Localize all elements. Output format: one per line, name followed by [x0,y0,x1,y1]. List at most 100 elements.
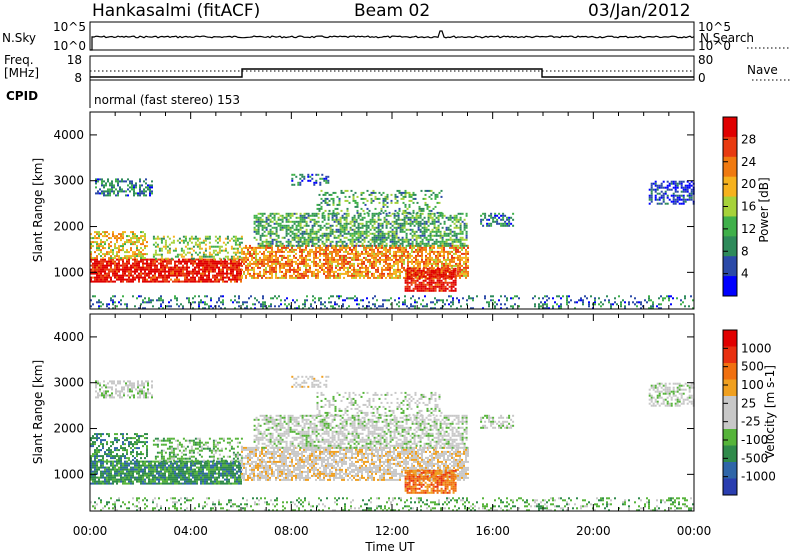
echo-cell [128,268,130,271]
echo-cell [104,260,106,263]
echo-cell [325,260,327,263]
echo-cell [414,287,417,290]
echo-cell [319,183,322,186]
echo-cell [238,245,241,248]
echo-cell [146,260,148,263]
echo-cell [309,232,312,235]
echo-cell [379,258,381,261]
echo-cell [313,264,315,267]
echo-cell [333,214,336,217]
echo-cell [122,260,124,263]
echo-cell [325,181,328,184]
echo-cell [504,295,506,298]
echo-cell [440,283,443,286]
echo-cell [138,278,140,281]
echo-cell [238,258,240,261]
echo-cell [439,242,442,245]
echo-cell [382,203,385,206]
echo-cell [301,179,304,182]
echo-cell [455,262,457,265]
echo-cell [348,305,350,308]
echo-cell [315,268,317,271]
echo-cell [261,234,264,237]
echo-cell [309,254,311,257]
echo-cell [283,246,285,249]
echo-cell [395,242,398,245]
echo-cell [342,303,344,306]
echo-cell [443,262,445,265]
echo-cell [107,194,109,197]
echo-cell [246,305,248,308]
echo-cell [498,212,501,215]
echo-cell [241,264,243,267]
echo-cell [224,247,227,250]
echo-cell [269,264,271,267]
echo-cell [321,234,324,237]
echo-cell [512,297,514,300]
echo-cell [662,200,665,203]
echo-cell [204,253,207,256]
echo-cell [340,295,342,298]
echo-cell [412,197,415,200]
echo-cell [427,242,430,245]
echo-cell [580,297,582,300]
echo-cell [245,246,247,249]
cpid-mode: normal (fast stereo) 153 [94,93,240,107]
echo-cell [234,295,236,298]
echo-cell [253,256,255,259]
echo-cell [289,226,292,229]
echo-cell [448,277,451,280]
echo-cell [670,180,673,183]
echo-cell [148,276,150,279]
echo-cell [429,260,431,263]
echo-cell [439,246,441,249]
echo-cell [454,283,457,286]
echo-cell [403,266,405,269]
echo-cell [353,222,356,225]
echo-cell [423,242,426,245]
echo-cell [164,270,166,273]
echo-cell [373,236,376,239]
echo-cell [347,230,350,233]
echo-cell [109,184,111,187]
echo-cell [314,297,316,300]
echo-cell [387,256,389,259]
echo-cell [341,264,343,267]
echo-cell [156,243,159,246]
echo-cell [162,235,165,238]
echo-cell [457,254,459,257]
echo-cell [238,274,240,277]
echo-cell [178,262,180,265]
echo-cell [278,305,280,308]
echo-cell [341,246,343,249]
echo-cell [371,214,374,217]
echo-cell [160,272,162,275]
echo-cell [318,203,321,206]
echo-cell [349,274,351,277]
echo-cell [271,216,274,219]
echo-cell [269,224,272,227]
echo-cell [126,251,128,254]
echo-cell [339,256,341,259]
echo-cell [682,200,685,203]
echo-cell [381,244,383,247]
echo-cell [134,243,136,246]
echo-cell [480,218,483,221]
echo-cell [423,236,426,239]
echo-cell [297,262,299,265]
echo-cell [315,272,317,275]
echo-cell [384,299,386,302]
echo-cell [313,254,315,257]
echo-cell [194,266,196,269]
echo-cell [261,252,263,255]
echo-cell [451,242,454,245]
echo-cell [461,274,463,277]
echo-cell [257,216,260,219]
echo-cell [351,242,354,245]
echo-cell [144,307,146,310]
echo-cell [192,245,195,248]
echo-cell [104,231,106,234]
echo-cell [297,234,300,237]
echo-cell [463,262,465,265]
echo-cell [431,228,434,231]
